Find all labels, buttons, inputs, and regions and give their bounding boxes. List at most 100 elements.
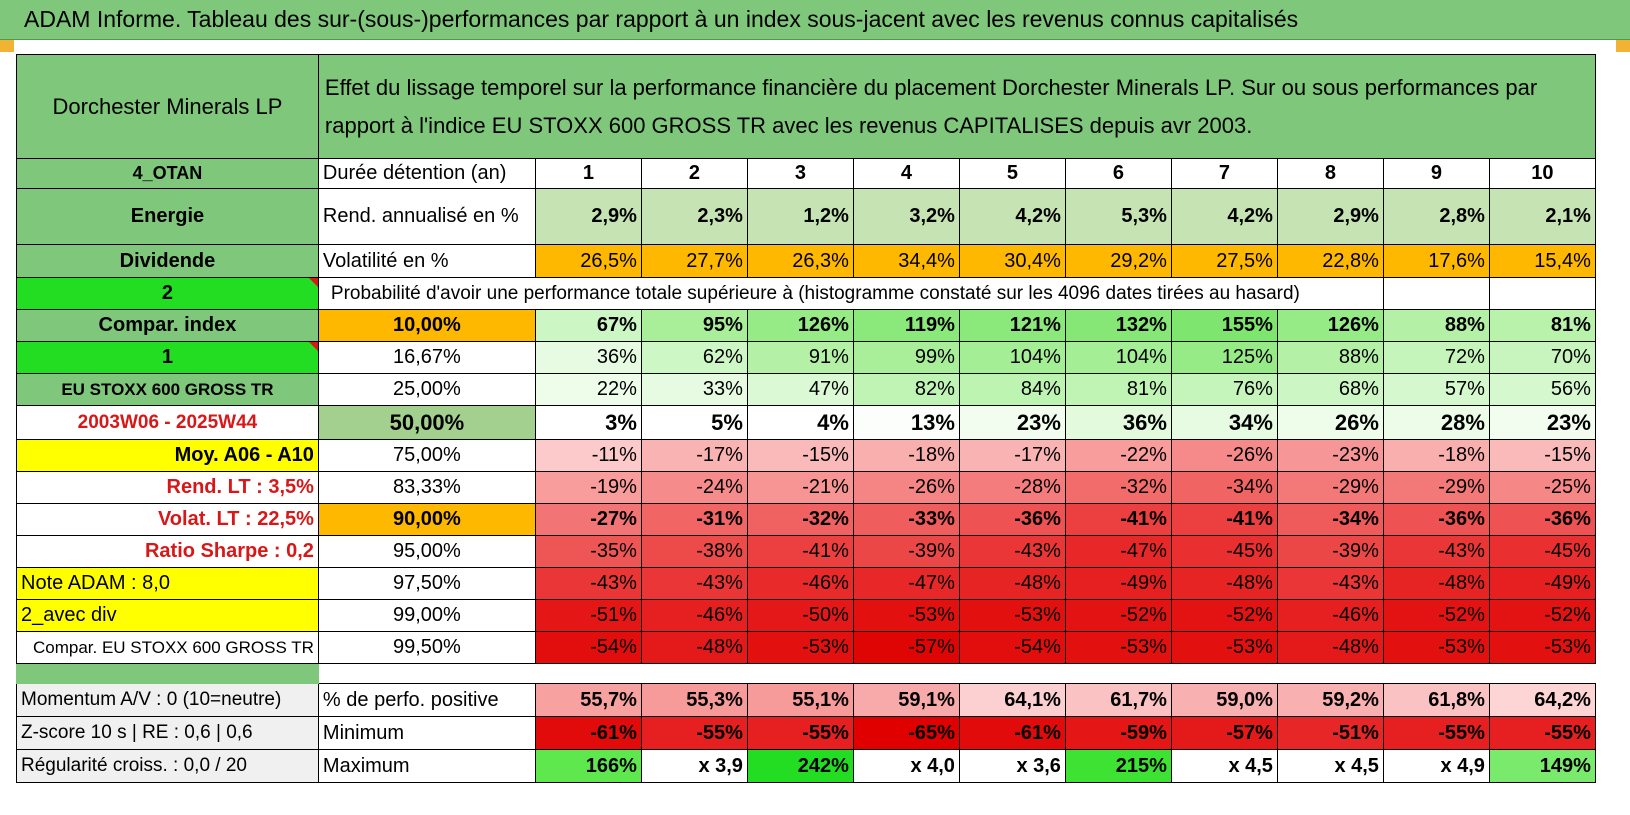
pos-cell: 59,0% [1170, 683, 1278, 717]
prob-cell: 155% [1170, 309, 1278, 342]
sharpe-label: Ratio Sharpe : 0,2 [16, 535, 319, 568]
prob-cell: -53% [746, 631, 854, 664]
prob-cell: -54% [534, 631, 642, 664]
year-cell: 3 [746, 158, 854, 189]
min-cell: -57% [1170, 716, 1278, 750]
volat-cell: 27,5% [1170, 244, 1278, 278]
prob-cell: 121% [958, 309, 1066, 342]
prob-cell: -39% [1276, 535, 1384, 568]
min-cell: -61% [534, 716, 642, 750]
prob-cell: -32% [1064, 471, 1172, 504]
prob-row: 2_avec div 99,00% -51% -46% -50% -53% -5… [16, 599, 1596, 632]
prob-cell: -52% [1488, 599, 1596, 632]
prob-cell: -15% [1488, 439, 1596, 472]
prob-cell: 76% [1170, 373, 1278, 406]
spacer-blank [318, 664, 1595, 684]
volat-cell: 26,3% [746, 244, 854, 278]
prob-cell: -34% [1170, 471, 1278, 504]
prob-cell: 126% [746, 309, 854, 342]
prob-cell: -18% [1382, 439, 1490, 472]
prob-cell: -53% [958, 599, 1066, 632]
prob-cell: -48% [1170, 567, 1278, 600]
min-label: Minimum [317, 716, 536, 750]
prob-cell: -43% [1276, 567, 1384, 600]
type-label: Dividende [16, 244, 319, 278]
prob-cell: 22% [534, 373, 642, 406]
num1-label: 1 [16, 341, 319, 374]
performance-table: Dorchester Minerals LP Effet du lissage … [16, 54, 1596, 783]
zscore-label: Z-score 10 s | RE : 0,6 | 0,6 [16, 716, 319, 750]
prob-cell: 13% [852, 405, 960, 440]
rend-cell: 5,3% [1064, 188, 1172, 245]
prob-cell: -52% [1170, 599, 1278, 632]
prob-cell: 36% [534, 341, 642, 374]
spacer-green [16, 663, 319, 684]
positive-row: Momentum A/V : 0 (10=neutre) % de perfo.… [16, 683, 1596, 717]
prob-cell: -26% [852, 471, 960, 504]
volat-lt-label: Volat. LT : 22,5% [16, 503, 319, 536]
prob-cell: -49% [1488, 567, 1596, 600]
prob-cell: -53% [1064, 631, 1172, 664]
prob-cell: 67% [534, 309, 642, 342]
prob-cell: -28% [958, 471, 1066, 504]
prob-cell: -51% [534, 599, 642, 632]
prob-cell: -31% [640, 503, 748, 536]
rend-cell: 2,8% [1382, 188, 1490, 245]
momentum-label: Momentum A/V : 0 (10=neutre) [16, 683, 319, 717]
prob-cell: -17% [640, 439, 748, 472]
prob-cell: 57% [1382, 373, 1490, 406]
prob-pct: 10,00% [317, 309, 536, 342]
prob-row: Rend. LT : 3,5% 83,33% -19% -24% -21% -2… [16, 471, 1596, 504]
prob-cell: 72% [1382, 341, 1490, 374]
empty-cell [1488, 277, 1596, 310]
rend-cell: 2,9% [534, 188, 642, 245]
pos-cell: 55,7% [534, 683, 642, 717]
rend-cell: 3,2% [852, 188, 960, 245]
prob-cell: -29% [1382, 471, 1490, 504]
min-cell: -55% [1488, 716, 1596, 750]
prob-cell: 104% [958, 341, 1066, 374]
prob-cell: -25% [1488, 471, 1596, 504]
prob-row: Moy. A06 - A10 75,00% -11% -17% -15% -18… [16, 439, 1596, 472]
prob-cell: -15% [746, 439, 854, 472]
prob-cell: -48% [640, 631, 748, 664]
prob-cell: 95% [640, 309, 748, 342]
prob-cell: 88% [1276, 341, 1384, 374]
prob-cell: 26% [1276, 405, 1384, 440]
pos-cell: 61,7% [1064, 683, 1172, 717]
min-cell: -55% [640, 716, 748, 750]
prob-pct: 90,00% [317, 503, 536, 536]
volat-label: Volatilité en % [317, 244, 536, 278]
prob-cell: -48% [1382, 567, 1490, 600]
prob-row: Volat. LT : 22,5% 90,00% -27% -31% -32% … [16, 503, 1596, 536]
rend-cell: 1,2% [746, 188, 854, 245]
prob-cell: -46% [746, 567, 854, 600]
max-cell: 242% [746, 749, 854, 783]
duration-row: 4_OTAN Durée détention (an) 1 2 3 4 5 6 … [16, 158, 1596, 189]
prob-cell: -41% [1170, 503, 1278, 536]
year-cell: 10 [1488, 158, 1596, 189]
prob-cell: 99% [852, 341, 960, 374]
max-cell: 149% [1488, 749, 1596, 783]
prob-cell: 70% [1488, 341, 1596, 374]
prob-cell: 23% [1488, 405, 1596, 440]
pos-cell: 59,2% [1276, 683, 1384, 717]
rend-lt-label: Rend. LT : 3,5% [16, 471, 319, 504]
prob-cell: -29% [1276, 471, 1384, 504]
prob-cell: -18% [852, 439, 960, 472]
sector-label: Energie [16, 188, 319, 245]
compar-eu-label: Compar. EU STOXX 600 GROSS TR [16, 631, 319, 664]
prob-cell: 47% [746, 373, 854, 406]
rend-row: Energie Rend. annualisé en % 2,9% 2,3% 1… [16, 188, 1596, 245]
min-cell: -55% [1382, 716, 1490, 750]
corner-marker-right [1616, 40, 1630, 52]
prob-cell: -36% [1488, 503, 1596, 536]
prob-pct: 97,50% [317, 567, 536, 600]
moy-label: Moy. A06 - A10 [16, 439, 319, 472]
max-cell: x 4,9 [1382, 749, 1490, 783]
year-cell: 5 [958, 158, 1066, 189]
prob-cell: 5% [640, 405, 748, 440]
prob-cell: 4% [746, 405, 854, 440]
prob-row: 1 16,67% 36% 62% 91% 99% 104% 104% 125% … [16, 341, 1596, 374]
max-cell: x 4,0 [852, 749, 960, 783]
